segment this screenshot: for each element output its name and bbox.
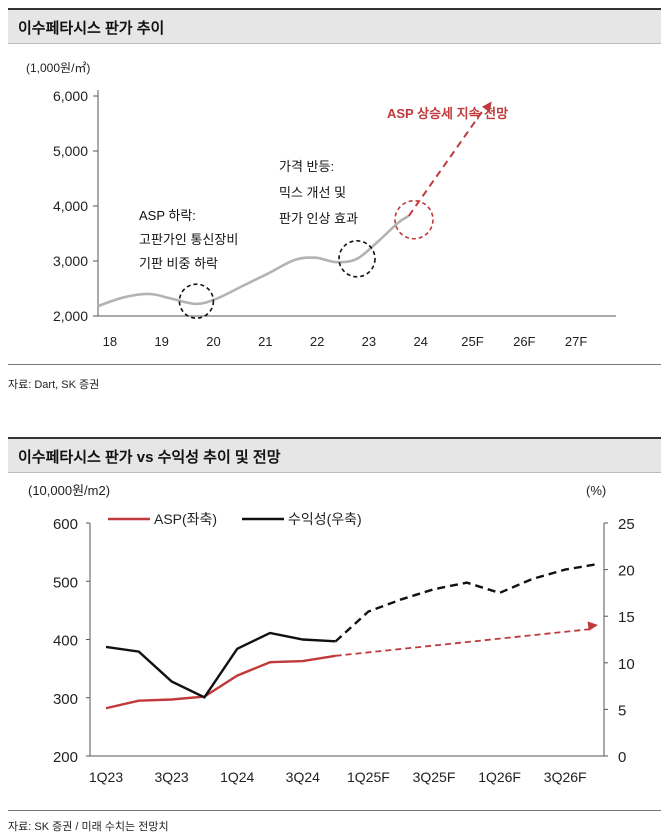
chart2-asp-projection-line <box>335 628 593 657</box>
chart2-legend-asp-label: ASP(좌축) <box>154 511 217 527</box>
chart2-x-tick-label: 1Q26F <box>478 769 521 785</box>
chart2-x-tick-label: 3Q26F <box>544 769 587 785</box>
chart2-right-tick-label: 25 <box>618 516 635 533</box>
chart1-title: 이수페타시스 판가 추이 <box>18 20 165 37</box>
chart2-profitability-line <box>105 631 336 699</box>
chart2-svg: (10,000원/m2) (%) 200 300 400 500 600 0 5 10 15 20 25… <box>28 483 635 785</box>
chart1-svg: (1,000원/㎡) 2,000 3,000 4,000 5,000 6,000 18 19 2… <box>26 61 616 349</box>
chart2-x-tick-label: 1Q24 <box>220 769 254 785</box>
chart1-annotation-text: 믹스 개선 및 <box>279 185 346 200</box>
chart2-title: 이수페타시스 판가 vs 수익성 추이 및 전망 <box>18 449 281 466</box>
chart2-x-tick-label: 1Q25F <box>347 769 390 785</box>
chart2-right-tick-label: 0 <box>618 749 626 766</box>
chart1-unit-label: (1,000원/㎡) <box>26 61 90 75</box>
chart1-y-tick-label: 2,000 <box>53 308 88 324</box>
chart2-right-tick-label: 5 <box>618 702 626 719</box>
chart2-header: 이수페타시스 판가 vs 수익성 추이 및 전망 <box>8 437 661 473</box>
chart1-x-tick-label: 26F <box>513 334 535 349</box>
chart2-left-unit-label: (10,000원/m2) <box>28 483 110 498</box>
chart1-y-tick-label: 4,000 <box>53 198 88 214</box>
chart2-right-tick-label: 20 <box>618 563 635 580</box>
chart2-asp-projection-arrowhead <box>587 621 598 631</box>
chart1-annotation-text: ASP 상승세 지속 전망 <box>387 106 508 121</box>
chart2-left-tick-label: 400 <box>53 633 78 650</box>
chart2-asp-line <box>105 654 336 710</box>
chart2-right-tick-label: 15 <box>618 609 635 626</box>
chart2-x-tick-label: 3Q25F <box>413 769 456 785</box>
chart2-legend-profitability-label: 수익성(우축) <box>288 511 362 527</box>
chart1-highlight-circle-3 <box>394 199 434 240</box>
chart2-left-tick-label: 300 <box>53 691 78 708</box>
chart2-profitability-projection-line <box>334 562 599 643</box>
chart1-y-tick-label: 6,000 <box>53 88 88 104</box>
chart1-annotation-text: 고판가인 통신장비 <box>139 232 238 247</box>
chart1-y-tick-label: 3,000 <box>53 253 88 269</box>
chart1-annotation-text: 기판 비중 하락 <box>139 256 218 271</box>
chart1-projection-line <box>407 105 487 217</box>
chart2-left-tick-label: 600 <box>53 516 78 533</box>
chart1-x-tick-label: 24 <box>413 334 427 349</box>
chart1-highlight-circle-2 <box>338 240 376 278</box>
chart2-x-tick-label: 3Q24 <box>286 769 320 785</box>
chart1-annotation-text: 판가 인상 효과 <box>279 211 358 226</box>
chart1-x-tick-label: 22 <box>310 334 324 349</box>
chart1-highlight-circle-1 <box>178 283 215 319</box>
chart1-annotation-text: 가격 반등: <box>279 159 334 174</box>
chart2-x-tick-label: 1Q23 <box>89 769 123 785</box>
chart2-x-tick-label: 3Q23 <box>154 769 188 785</box>
chart1-source: 자료: Dart, SK 증권 <box>8 379 100 391</box>
chart2-divider <box>8 810 661 811</box>
chart1-x-tick-label: 27F <box>565 334 587 349</box>
chart1-x-tick-label: 25F <box>461 334 483 349</box>
chart1-x-tick-label: 21 <box>258 334 272 349</box>
chart1-x-tick-label: 18 <box>103 334 117 349</box>
chart1-y-tick-label: 5,000 <box>53 143 88 159</box>
chart1-divider <box>8 364 661 365</box>
chart1-x-tick-label: 20 <box>206 334 220 349</box>
chart2-right-unit-label: (%) <box>586 483 606 498</box>
chart2-right-tick-label: 10 <box>618 656 635 673</box>
chart2-source: 자료: SK 증권 / 미래 수치는 전망치 <box>8 821 169 833</box>
chart1-x-tick-label: 23 <box>362 334 376 349</box>
chart1-x-tick-label: 19 <box>154 334 168 349</box>
chart1-annotation-text: ASP 하락: <box>139 208 196 223</box>
chart2-left-tick-label: 200 <box>53 749 78 766</box>
chart2-left-tick-label: 500 <box>53 574 78 591</box>
chart1-projection-arrowhead <box>481 101 492 113</box>
chart1-header: 이수페타시스 판가 추이 <box>8 8 661 44</box>
